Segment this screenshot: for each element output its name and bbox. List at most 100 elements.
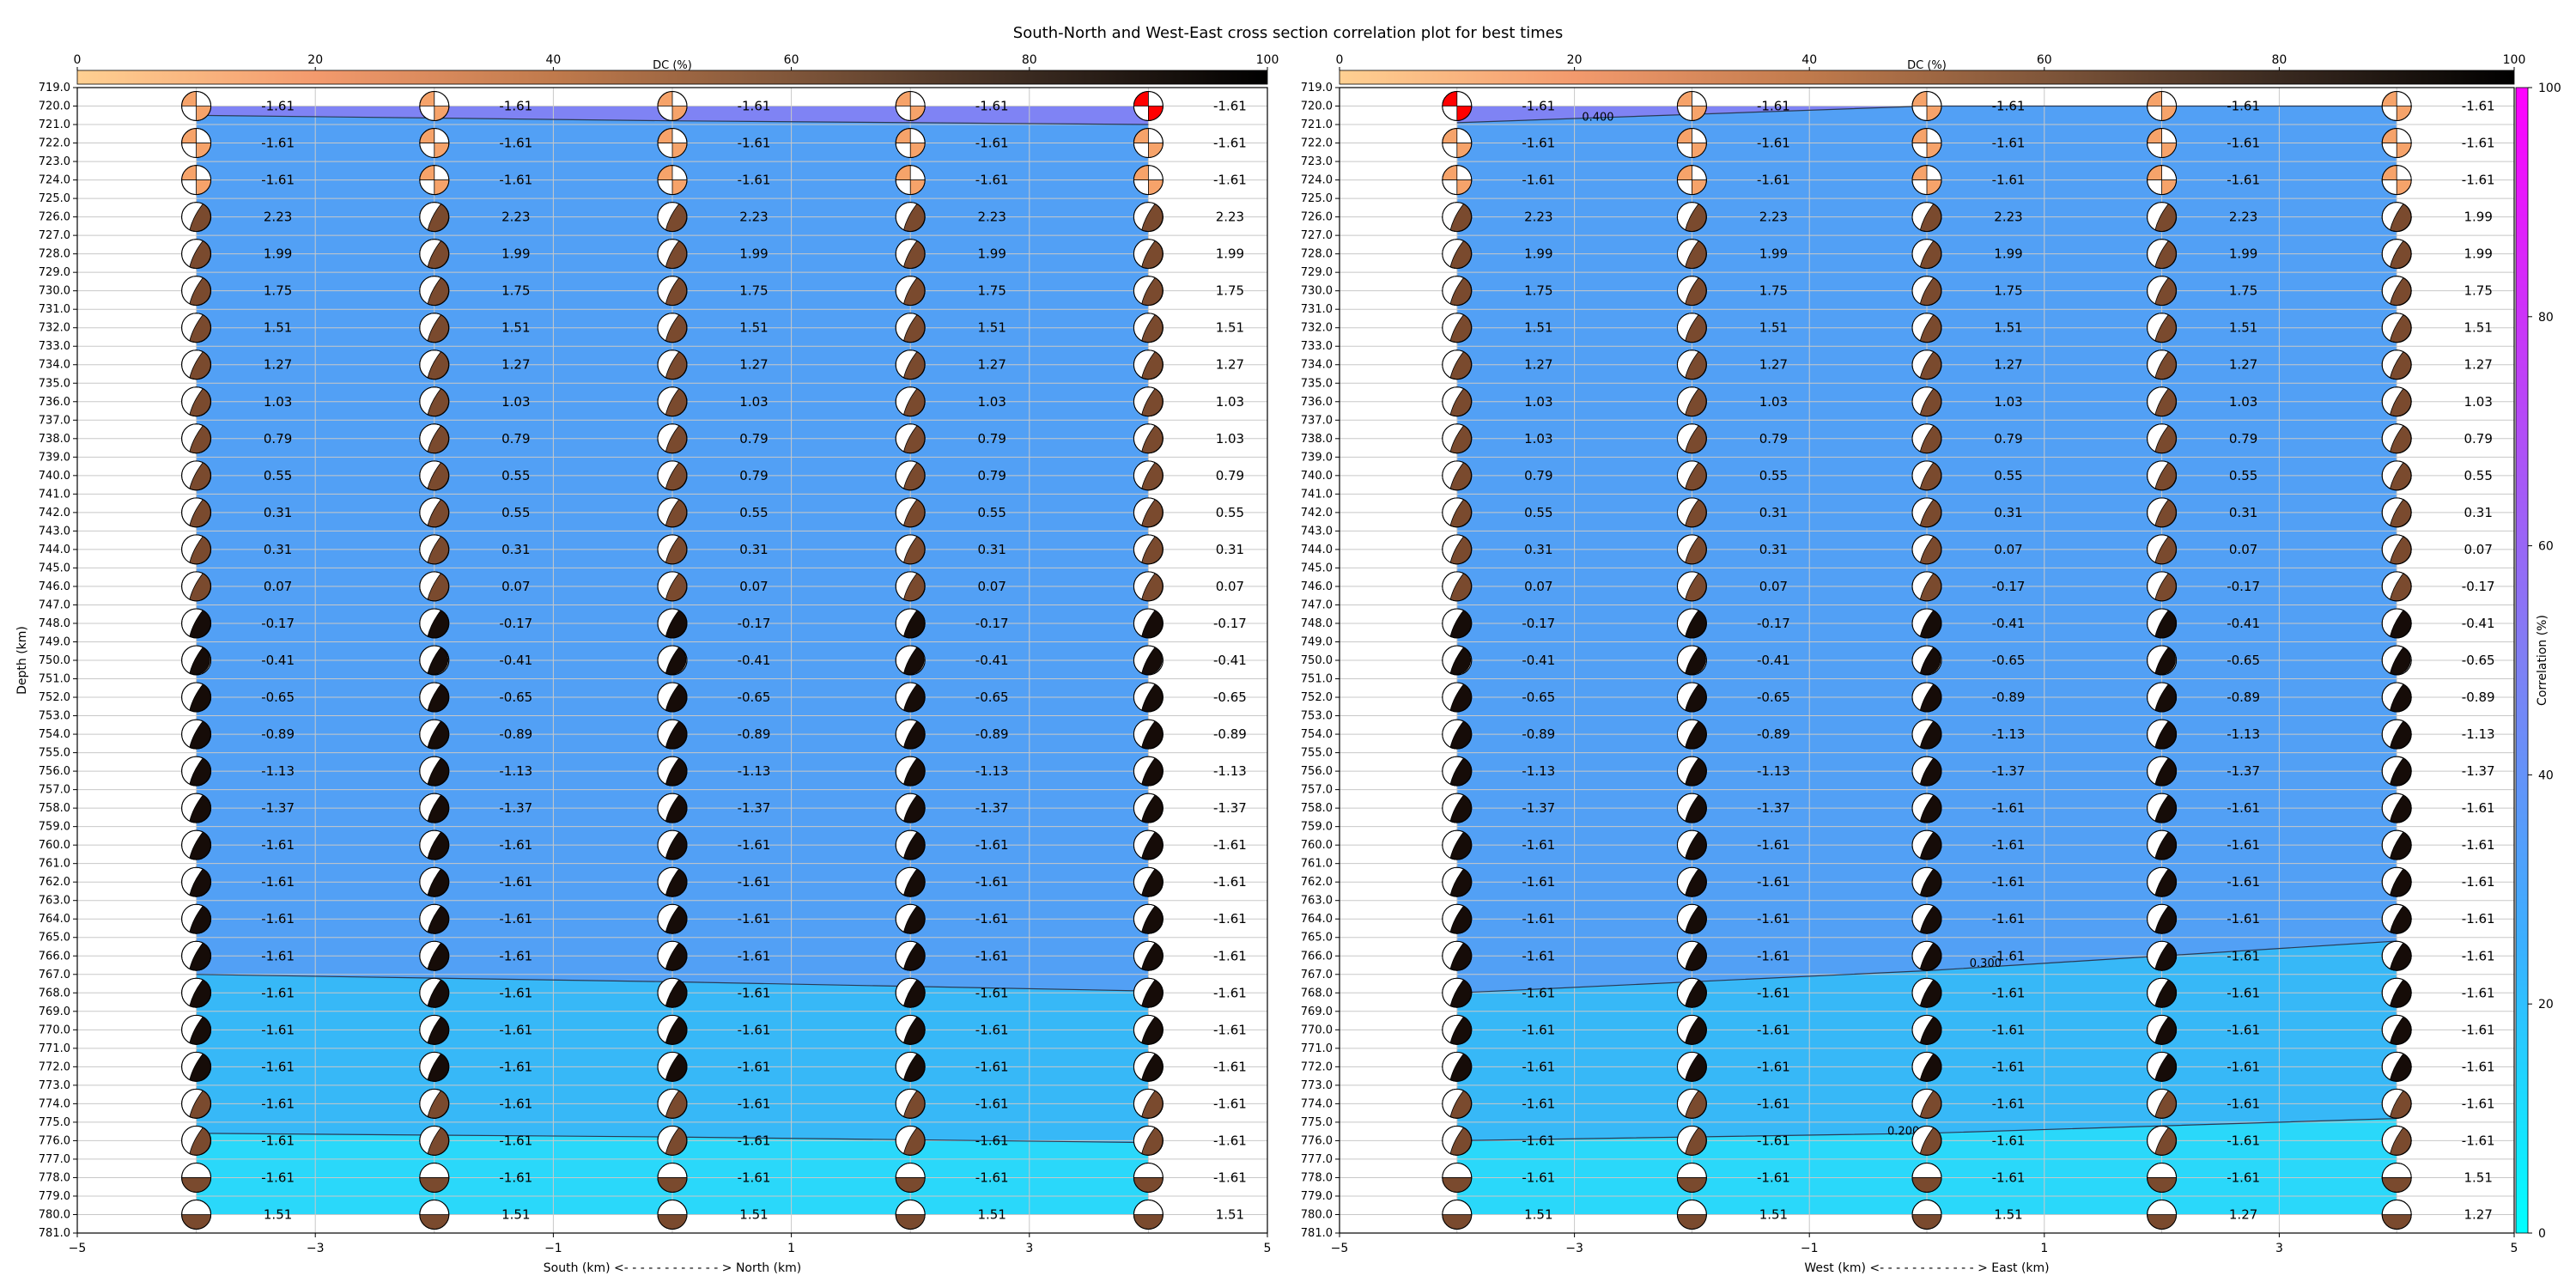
beachball-rim [1911,1125,1942,1156]
beachball-rim [419,977,450,1008]
data-label: -1.13 [1992,726,2026,742]
data-label: -1.61 [1522,1170,1555,1185]
beachball-rim [1442,239,1473,270]
beachball [2147,276,2178,307]
beachball-fill [1685,647,1706,675]
data-label: 1.51 [1216,1206,1244,1222]
beachball-rim [181,793,212,823]
beachball [895,608,926,639]
beachball [181,977,212,1008]
beachball [2147,940,2178,971]
beachball [895,940,926,971]
beachball [2381,1014,2412,1045]
beachball-rim [1676,1125,1707,1156]
beachball [895,91,926,122]
beachball-rim [895,719,926,750]
beachball [657,608,688,639]
y-tick-label: 756.0 [1301,765,1333,778]
beachball-rim [657,977,688,1008]
dc-tick-label: 40 [545,53,561,67]
data-label: 0.55 [739,505,768,520]
beachball-rim [2381,423,2412,454]
beachball [1442,202,1473,233]
data-label: 1.99 [501,246,530,262]
beachball-fill [657,1214,688,1230]
beachball-rim [895,1088,926,1119]
beachball-rim [1676,1199,1707,1230]
beachball-rim [657,645,688,676]
beachball-fill [419,1214,450,1230]
y-tick-label: 757.0 [1301,784,1333,797]
beachball-rim [1442,940,1473,971]
data-label: 1.99 [1994,246,2022,262]
data-label: -1.61 [2227,985,2260,1000]
data-label: 1.03 [2229,394,2257,410]
beachball [2147,386,2178,417]
beachball-fill [1919,647,1941,675]
beachball-rim [419,386,450,417]
beachball [1442,940,1473,971]
data-label: -1.61 [499,837,532,853]
beachball [895,1051,926,1082]
beachball-rim [1133,1162,1163,1193]
data-label: -1.61 [1757,1096,1790,1111]
beachball [895,756,926,787]
beachball-rim [181,1051,212,1082]
beachball-rim [1442,866,1473,897]
beachball-rim [419,91,450,122]
data-label: 1.27 [2229,357,2257,373]
beachball [1133,202,1163,233]
y-tick-label: 755.0 [39,747,70,760]
beachball [1133,165,1163,196]
beachball-rim [1133,940,1163,971]
beachball [181,1125,212,1156]
beachball [895,276,926,307]
y-tick-label: 729.0 [1301,266,1333,279]
beachball-rim [657,276,688,307]
beachball [181,386,212,417]
data-label: -1.61 [499,985,532,1000]
x-tick-label: −5 [69,1242,87,1255]
beachball-rim [1133,91,1163,122]
data-label: -1.61 [975,1059,1009,1074]
beachball-rim [657,608,688,639]
y-tick-label: 723.0 [1301,155,1333,168]
data-label: -1.61 [1213,874,1247,890]
beachball [2147,460,2178,491]
y-tick-label: 760.0 [39,839,70,852]
data-label: -1.61 [499,948,532,963]
data-label: -1.61 [261,985,295,1000]
data-label: -1.61 [738,1059,771,1074]
beachball [895,423,926,454]
beachball [419,165,450,196]
data-label: -1.37 [261,800,295,816]
data-label: 0.79 [1524,468,1552,483]
beachball-rim [1133,756,1163,787]
data-label: -1.61 [975,985,1009,1000]
beachball-rim [419,165,450,196]
beachball-rim [1133,719,1163,750]
data-label: -1.61 [1213,173,1247,188]
beachball [419,645,450,676]
beachball-rim [2381,719,2412,750]
beachball [1133,940,1163,971]
beachball [2147,903,2178,934]
y-tick-label: 752.0 [1301,691,1333,704]
data-label: 1.27 [2229,1206,2257,1222]
beachball [2381,829,2412,860]
beachball-rim [657,829,688,860]
beachball [419,276,450,307]
data-label: 0.07 [1524,579,1552,594]
data-label: -1.61 [1213,136,1247,151]
data-label: 0.55 [2229,468,2257,483]
data-label: -1.61 [738,1133,771,1148]
y-tick-label: 756.0 [39,765,70,778]
beachball-rim [2381,829,2412,860]
beachball [1676,1125,1707,1156]
beachball [1676,719,1707,750]
beachball [419,202,450,233]
beachball-rim [2381,1125,2412,1156]
data-label: 1.51 [977,1206,1005,1222]
beachball [1133,91,1163,122]
data-label: 1.75 [2464,283,2492,299]
